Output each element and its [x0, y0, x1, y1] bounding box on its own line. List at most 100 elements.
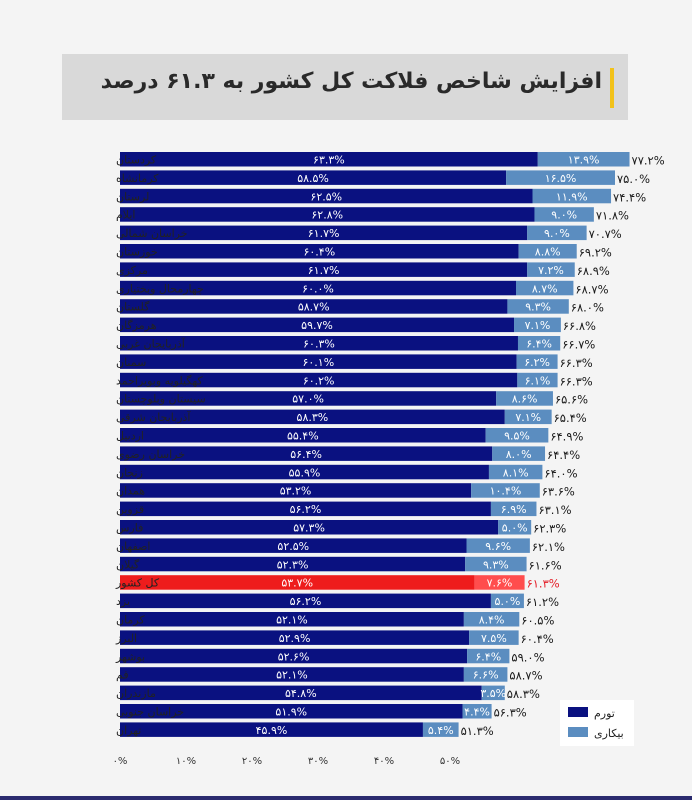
category-label: سیستان وبلوچستان: [116, 393, 206, 406]
label-unemployment: ۶.۲%: [524, 356, 550, 369]
label-inflation: ۶۱.۷%: [308, 264, 340, 277]
bar-unemployment: [469, 630, 519, 645]
label-total: ۶۶.۳%: [560, 356, 593, 370]
category-label: زنجان: [116, 466, 143, 479]
bar-inflation: [120, 354, 517, 369]
label-unemployment: ۸.۴%: [479, 614, 505, 627]
legend-swatch-inflation: [568, 707, 588, 717]
bar-unemployment: [527, 225, 587, 241]
label-unemployment: ۷.۶%: [487, 577, 513, 590]
bar-inflation: [120, 262, 528, 277]
label-unemployment: ۸.۷%: [532, 282, 558, 295]
bar-unemployment: [496, 391, 553, 406]
category-label: چهارمحال وبختیاری: [116, 282, 204, 295]
label-total: ۷۱.۸%: [596, 209, 629, 223]
label-inflation: ۵۲.۳%: [277, 558, 309, 571]
bar-inflation: [120, 667, 464, 682]
bar-unemployment: [517, 336, 561, 351]
label-inflation: ۵۸.۵%: [297, 172, 329, 185]
label-unemployment: ۴.۴%: [464, 706, 490, 719]
category-label: اردبیل: [116, 430, 144, 443]
x-tick-label: ۰%: [113, 756, 128, 767]
label-inflation: ۵۶.۴%: [290, 448, 322, 461]
label-unemployment: ۹.۰%: [551, 209, 577, 222]
label-total: ۶۸.۷%: [575, 282, 608, 296]
category-label: خراسان جنوبی: [116, 706, 184, 719]
label-total: ۶۶.۸%: [563, 319, 596, 333]
bar-inflation: [120, 722, 423, 737]
bar-unemployment: [471, 483, 540, 498]
label-inflation: ۵۸.۳%: [297, 411, 329, 424]
title-accent-bar: [610, 68, 614, 108]
category-label: آذربایجان شرقی: [116, 410, 191, 424]
bar-unemployment: [481, 685, 505, 701]
bar-inflation: [120, 612, 464, 627]
x-tick-label: ۱۰%: [176, 756, 196, 767]
label-unemployment: ۳.۵%: [480, 687, 506, 700]
bar-unemployment: [532, 188, 612, 204]
label-unemployment: ۶.۱%: [525, 374, 551, 387]
label-unemployment: ۹.۵%: [504, 430, 530, 443]
bar-inflation: [120, 299, 508, 314]
category-label: گلستان: [116, 301, 150, 314]
label-inflation: ۶۲.۸%: [311, 209, 343, 222]
bar-unemployment: [514, 317, 561, 333]
bar-inflation: [120, 152, 538, 167]
category-label: البرز: [115, 632, 137, 645]
bar-inflation: [120, 207, 535, 222]
category-label: همدان: [116, 485, 145, 498]
bar-unemployment: [474, 575, 525, 590]
bar-inflation: [120, 704, 463, 719]
label-unemployment: ۷.۱%: [515, 411, 541, 424]
label-total: ۷۴.۴%: [613, 190, 646, 204]
category-label: کرمان: [116, 614, 145, 627]
label-inflation: ۵۲.۶%: [278, 650, 310, 663]
label-inflation: ۵۴.۸%: [285, 687, 317, 700]
category-label: بوشهر: [115, 650, 145, 663]
label-inflation: ۵۳.۲%: [280, 485, 312, 498]
bar-inflation: [120, 538, 467, 553]
label-inflation: ۵۲.۹%: [279, 632, 311, 645]
label-total: ۷۵.۰%: [617, 172, 650, 186]
bar-inflation: [120, 336, 518, 351]
category-label: لرستان: [116, 190, 149, 203]
label-total: ۶۳.۱%: [538, 503, 571, 517]
bar-inflation: [120, 244, 519, 259]
label-total: ۵۹.۰%: [511, 650, 544, 664]
label-total: ۶۰.۴%: [521, 632, 554, 646]
category-label: ایلام: [116, 209, 136, 222]
label-total: ۶۱.۲%: [526, 595, 559, 609]
x-tick-label: ۵۰%: [440, 756, 460, 767]
label-unemployment: ۸.۶%: [512, 393, 538, 406]
category-label: کرمانشاه: [116, 172, 159, 185]
bar-unemployment: [466, 538, 530, 553]
bar-inflation: [120, 483, 472, 498]
label-inflation: ۵۱.۹%: [275, 706, 307, 719]
label-total: ۶۵.۴%: [554, 411, 587, 425]
bar-unemployment: [463, 667, 508, 682]
label-unemployment: ۸.۰%: [506, 448, 532, 461]
label-unemployment: ۷.۱%: [525, 319, 551, 332]
label-unemployment: ۹.۶%: [485, 540, 511, 553]
label-total: ۵۸.۳%: [507, 687, 540, 701]
bar-inflation: [120, 630, 470, 645]
bar-unemployment: [498, 520, 532, 535]
label-inflation: ۶۰.۳%: [303, 338, 335, 351]
bar-unemployment: [490, 501, 537, 517]
bar-unemployment: [488, 464, 543, 480]
bottom-rule: [0, 796, 692, 800]
label-total: ۶۴.۹%: [550, 430, 583, 444]
bar-inflation: [120, 372, 518, 388]
bar-unemployment: [422, 722, 459, 737]
label-unemployment: ۹.۳%: [525, 301, 551, 314]
label-unemployment: ۶.۴%: [475, 650, 501, 663]
bar-inflation: [120, 556, 466, 572]
x-tick-label: ۴۰%: [374, 756, 394, 767]
bar-inflation: [120, 428, 486, 443]
label-total: ۷۷.۲%: [632, 154, 665, 168]
label-inflation: ۵۲.۱%: [276, 669, 308, 682]
label-total: ۷۰.۷%: [589, 227, 622, 241]
bar-unemployment: [506, 170, 615, 185]
category-label: کهگیلویه وبویراحمد: [116, 374, 203, 387]
